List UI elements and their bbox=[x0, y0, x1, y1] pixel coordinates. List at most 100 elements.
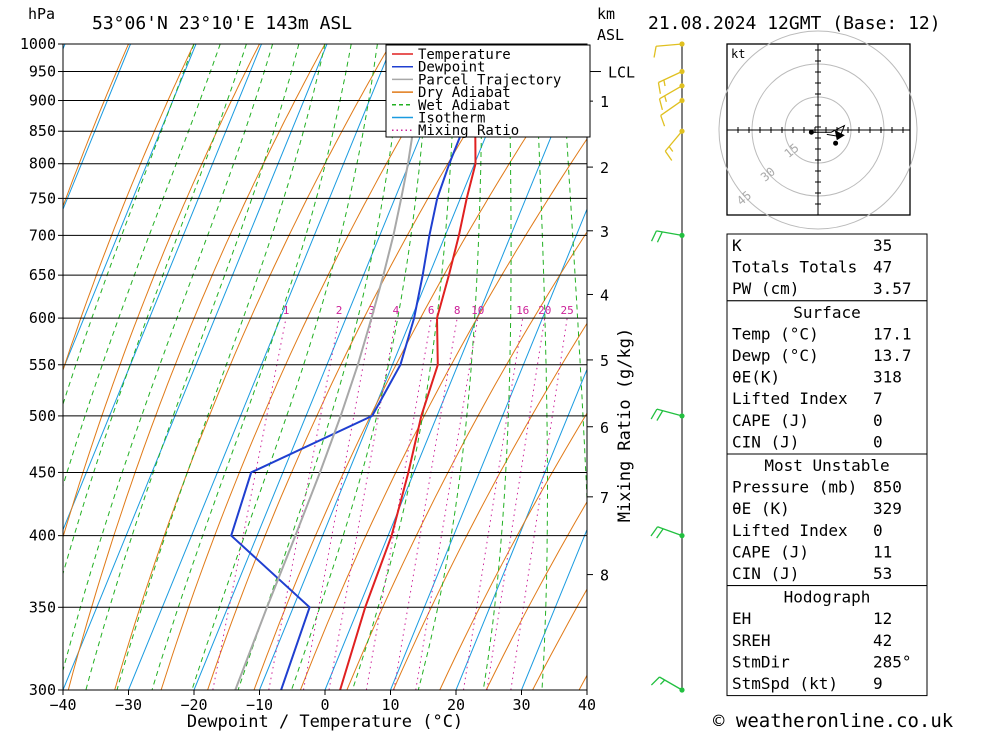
legend-label: Parcel Trajectory bbox=[418, 72, 561, 88]
credit-text: © weatheronline.co.uk bbox=[713, 710, 954, 732]
mixing-ratio-label: 10 bbox=[471, 304, 484, 317]
dewpoint-line bbox=[230, 44, 464, 690]
surface-table-row-value: 17.1 bbox=[873, 324, 912, 343]
wind-barb-staff bbox=[659, 85, 683, 100]
legend-label: Mixing Ratio bbox=[418, 123, 519, 139]
wind-barb-staff bbox=[656, 230, 683, 237]
lcl-label: LCL bbox=[608, 64, 635, 82]
legend-label: Dry Adiabat bbox=[418, 85, 511, 101]
x-tick-label: 10 bbox=[381, 696, 399, 714]
wind-barb-staff bbox=[664, 130, 683, 152]
mixing-ratio-line bbox=[415, 318, 479, 690]
surface-table-row-label: Lifted Index bbox=[732, 389, 848, 408]
hodograph-ring bbox=[718, 30, 918, 230]
wet-adiabat-line bbox=[85, 44, 300, 690]
dry-adiabat-line bbox=[67, 44, 326, 690]
wind-barb-flag bbox=[650, 526, 659, 537]
wind-level-dot bbox=[679, 83, 685, 89]
wind-barb-flag bbox=[656, 231, 663, 243]
wind-barb-flag bbox=[656, 410, 664, 421]
mixing-ratio-line bbox=[393, 318, 458, 690]
wind-level-dot bbox=[679, 687, 685, 693]
indices-table-row-label: Totals Totals bbox=[732, 258, 857, 277]
wind-barb-half-flag bbox=[664, 95, 668, 102]
dry-adiabat-line bbox=[253, 44, 587, 690]
hodograph-table-row-label: EH bbox=[732, 609, 751, 628]
datetime-title: 21.08.2024 12GMT (Base: 12) bbox=[648, 13, 941, 34]
wind-barb-flag bbox=[658, 98, 664, 111]
surface-table-row-label: Dewp (°C) bbox=[732, 346, 819, 365]
temperature-line bbox=[339, 44, 477, 690]
pressure-tick-label: 700 bbox=[29, 226, 56, 244]
wind-level-dot bbox=[679, 232, 685, 238]
wind-barb-staff bbox=[656, 43, 683, 47]
station-title: 53°06'N 23°10'E 143m ASL bbox=[92, 13, 352, 34]
mixing-ratio-label: 25 bbox=[561, 304, 574, 317]
x-tick-label: −10 bbox=[246, 696, 273, 714]
surface-table-row-label: Temp (°C) bbox=[732, 324, 819, 343]
indices-table-row-label: PW (cm) bbox=[732, 279, 799, 298]
most-unstable-table-row-label: Pressure (mb) bbox=[732, 478, 857, 497]
wind-barb-staff bbox=[660, 99, 683, 116]
surface-table-title: Surface bbox=[793, 303, 860, 322]
surface-table-box bbox=[726, 300, 928, 455]
km-tick-label: 7 bbox=[600, 489, 609, 507]
pressure-tick-label: 650 bbox=[29, 266, 56, 284]
pressure-tick-label: 800 bbox=[29, 155, 56, 173]
wind-barb-flag bbox=[657, 82, 662, 94]
hodograph-wind-dot bbox=[833, 140, 839, 146]
indices-table-row-value: 3.57 bbox=[873, 279, 912, 298]
pressure-tick-label: 300 bbox=[29, 681, 56, 699]
wind-barb-flag bbox=[650, 230, 657, 242]
km-tick-label: 1 bbox=[600, 93, 609, 111]
isotherm-line bbox=[63, 44, 328, 690]
mixing-ratio-label: 2 bbox=[336, 304, 343, 317]
legend-box bbox=[385, 44, 591, 138]
mixing-ratio-axis-title: Mixing Ratio (g/kg) bbox=[615, 328, 635, 522]
wind-barb-half-flag bbox=[659, 679, 666, 685]
hodograph-table-row-value: 285° bbox=[873, 652, 912, 671]
most-unstable-table-row-label: CIN (J) bbox=[732, 564, 799, 583]
km-tick-label: 3 bbox=[600, 223, 609, 241]
wind-barb-flag bbox=[664, 150, 673, 161]
wet-adiabat-line bbox=[63, 44, 274, 673]
wind-barb-flag bbox=[656, 528, 664, 539]
hodograph-table-row-label: StmSpd (kt) bbox=[732, 674, 838, 693]
asl-label: ASL bbox=[597, 26, 624, 44]
wind-barb-half-flag bbox=[668, 146, 674, 152]
dry-adiabat-line bbox=[346, 231, 587, 690]
isotherm-line bbox=[128, 44, 393, 690]
indices-table-row-value: 47 bbox=[873, 258, 892, 277]
pressure-tick-label: 600 bbox=[29, 309, 56, 327]
surface-table-row-label: CAPE (J) bbox=[732, 411, 809, 430]
wet-adiabat-line bbox=[534, 44, 548, 690]
mixing-ratio-line bbox=[462, 318, 524, 690]
mixing-ratio-label: 1 bbox=[283, 304, 290, 317]
km-tick-label: 6 bbox=[600, 419, 609, 437]
hodograph-table-row-label: SREH bbox=[732, 631, 771, 650]
wind-barb-staff bbox=[659, 676, 683, 691]
km-tick-label: 4 bbox=[600, 286, 609, 304]
hodograph-trace bbox=[811, 124, 846, 138]
most-unstable-table-row-label: Lifted Index bbox=[732, 521, 848, 540]
wind-barb-flag bbox=[660, 115, 666, 127]
most-unstable-table-row-value: 329 bbox=[873, 499, 902, 518]
x-tick-label: 0 bbox=[320, 696, 329, 714]
pressure-tick-label: 550 bbox=[29, 356, 56, 374]
mixing-ratio-line bbox=[268, 317, 340, 690]
isotherm-line bbox=[455, 368, 587, 690]
wet-adiabat-line bbox=[151, 44, 352, 690]
most-unstable-table-title: Most Unstable bbox=[764, 456, 889, 475]
wind-barb-staff bbox=[658, 70, 683, 84]
wind-level-dot bbox=[679, 413, 685, 419]
pressure-tick-label: 1000 bbox=[20, 35, 56, 53]
mixing-ratio-label: 3 bbox=[369, 304, 376, 317]
mixing-ratio-line bbox=[510, 318, 568, 690]
hodograph-table-row-value: 42 bbox=[873, 631, 892, 650]
most-unstable-table-row-label: θE (K) bbox=[732, 499, 790, 518]
dry-adiabat-line bbox=[485, 500, 587, 690]
x-tick-label: −40 bbox=[49, 696, 76, 714]
dry-adiabat-line bbox=[63, 44, 260, 539]
